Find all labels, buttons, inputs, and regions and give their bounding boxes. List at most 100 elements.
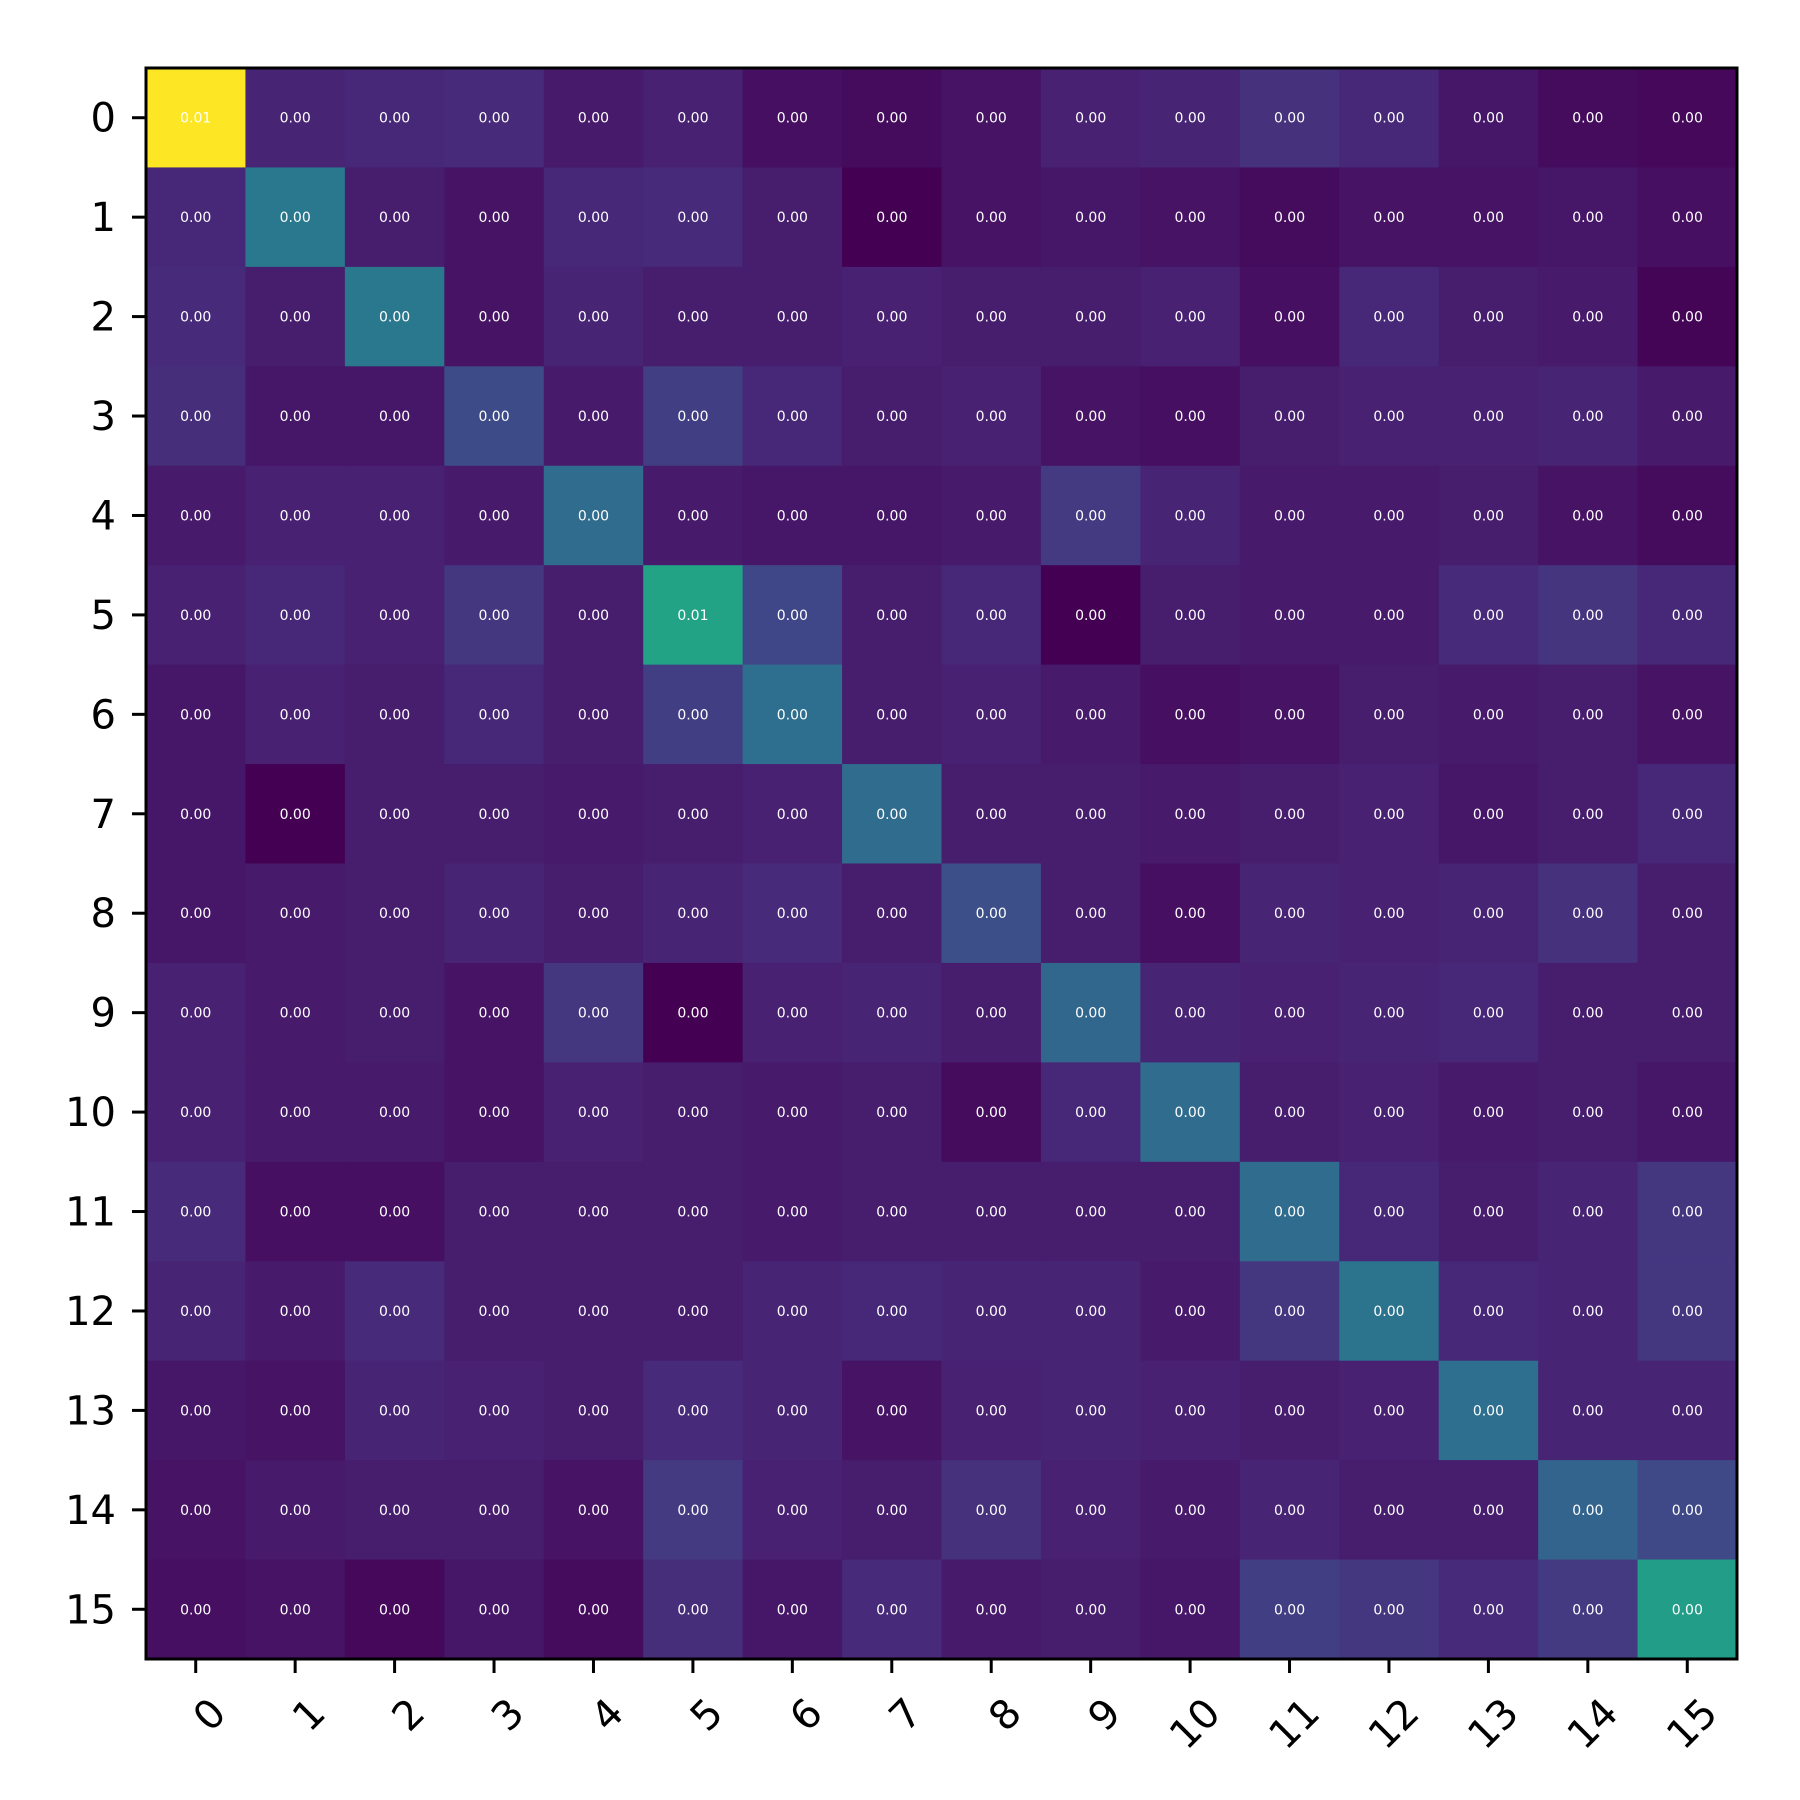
cell-value-label: 0.00 — [976, 409, 1007, 425]
cell-value-label: 0.00 — [1572, 807, 1603, 823]
cell-value-label: 0.00 — [1373, 906, 1404, 922]
heatmap-cell — [344, 266, 445, 367]
cell-value-label: 0.00 — [876, 1304, 907, 1320]
cell-value-label: 0.00 — [478, 1105, 509, 1121]
cell-value-label: 0.00 — [1672, 1006, 1703, 1022]
heatmap-cell — [643, 764, 744, 865]
heatmap-cell — [1040, 366, 1141, 467]
heatmap-cell — [643, 1161, 744, 1262]
heatmap-cell — [543, 1161, 644, 1262]
heatmap-cell — [1538, 764, 1639, 865]
cell-value-label: 0.00 — [578, 1205, 609, 1221]
cell-value-label: 0.00 — [379, 1006, 410, 1022]
heatmap-cell — [1239, 167, 1340, 268]
heatmap-cell — [1637, 962, 1738, 1063]
heatmap-cell — [146, 366, 247, 467]
cell-value-label: 0.00 — [478, 111, 509, 127]
heatmap-cell — [1637, 68, 1738, 169]
heatmap-cell — [344, 1460, 445, 1561]
heatmap-cell — [1438, 565, 1539, 666]
heatmap-cell — [1538, 68, 1639, 169]
cell-value-label: 0.00 — [1572, 1503, 1603, 1519]
cell-value-label: 0.00 — [876, 906, 907, 922]
cell-value-label: 0.00 — [1672, 1503, 1703, 1519]
heatmap-cell — [444, 1261, 545, 1362]
heatmap-cell — [344, 465, 445, 566]
cell-value-label: 0.00 — [578, 1403, 609, 1419]
cell-value-label: 0.00 — [1373, 1403, 1404, 1419]
heatmap-cell — [444, 565, 545, 666]
heatmap-cell — [842, 1460, 943, 1561]
cell-value-label: 0.00 — [1075, 1205, 1106, 1221]
cell-value-label: 0.00 — [1473, 111, 1504, 127]
cell-value-label: 0.00 — [1373, 1503, 1404, 1519]
cell-value-label: 0.00 — [976, 1105, 1007, 1121]
cell-value-label: 0.00 — [1473, 409, 1504, 425]
cell-value-label: 0.00 — [1175, 608, 1206, 624]
cell-value-label: 0.00 — [1473, 707, 1504, 723]
heatmap-cell — [643, 465, 744, 566]
heatmap-cell — [444, 1559, 545, 1660]
cell-value-label: 0.00 — [876, 608, 907, 624]
cell-value-label: 0.00 — [280, 1105, 311, 1121]
heatmap-cell — [1040, 1360, 1141, 1461]
heatmap-cell — [941, 1261, 1042, 1362]
cell-value-label: 0.00 — [1373, 1602, 1404, 1618]
heatmap-cell — [245, 68, 346, 169]
cell-value-label: 0.00 — [777, 1205, 808, 1221]
heatmap-cell — [1438, 68, 1539, 169]
heatmap-cell — [344, 1062, 445, 1163]
heatmap-cell — [245, 664, 346, 765]
cell-value-label: 0.00 — [578, 1304, 609, 1320]
cell-value-label: 0.00 — [478, 608, 509, 624]
cell-value-label: 0.00 — [1274, 1006, 1305, 1022]
heatmap-cell — [1339, 1261, 1440, 1362]
heatmap-cell — [1538, 565, 1639, 666]
heatmap-cell — [1140, 863, 1241, 964]
heatmap-cell — [543, 1261, 644, 1362]
heatmap-cell — [1339, 1062, 1440, 1163]
heatmap-cell — [245, 1559, 346, 1660]
y-tick-label: 2 — [91, 295, 116, 341]
cell-value-label: 0.00 — [379, 807, 410, 823]
cell-value-label: 0.00 — [1473, 1304, 1504, 1320]
cell-value-label: 0.00 — [677, 1006, 708, 1022]
y-tick-label: 6 — [91, 692, 116, 738]
heatmap-cell — [1438, 764, 1539, 865]
y-tick-label: 4 — [91, 493, 116, 539]
heatmap-cell — [941, 366, 1042, 467]
heatmap-cell — [1538, 1460, 1639, 1561]
heatmap-cell — [444, 366, 545, 467]
heatmap-cell — [643, 962, 744, 1063]
heatmap-cell — [444, 664, 545, 765]
cell-value-label: 0.00 — [976, 1205, 1007, 1221]
cell-value-label: 0.00 — [1175, 1304, 1206, 1320]
heatmap-cell — [941, 68, 1042, 169]
heatmap-cell — [1538, 1559, 1639, 1660]
heatmap-cell — [1339, 266, 1440, 367]
heatmap-cell — [842, 1559, 943, 1660]
cell-value-label: 0.00 — [578, 1602, 609, 1618]
heatmap-cell — [1339, 764, 1440, 865]
cell-value-label: 0.00 — [1373, 310, 1404, 326]
heatmap-cell — [1040, 1161, 1141, 1262]
y-tick-label: 7 — [91, 792, 116, 838]
x-tick-label: 5 — [682, 1690, 733, 1741]
heatmap-cell — [842, 1161, 943, 1262]
cell-value-label: 0.00 — [1373, 608, 1404, 624]
heatmap-cell — [146, 1261, 247, 1362]
cell-value-label: 0.00 — [379, 508, 410, 524]
heatmap-cell — [1040, 565, 1141, 666]
cell-value-label: 0.00 — [876, 1403, 907, 1419]
cell-value-label: 0.00 — [1572, 707, 1603, 723]
heatmap-cell — [543, 68, 644, 169]
heatmap-cell — [643, 1360, 744, 1461]
y-tick-label: 0 — [91, 96, 116, 142]
cell-value-label: 0.00 — [1572, 608, 1603, 624]
cell-value-label: 0.00 — [379, 1205, 410, 1221]
heatmap-cell — [444, 1161, 545, 1262]
heatmap-cell — [1438, 465, 1539, 566]
heatmap-cell — [344, 764, 445, 865]
